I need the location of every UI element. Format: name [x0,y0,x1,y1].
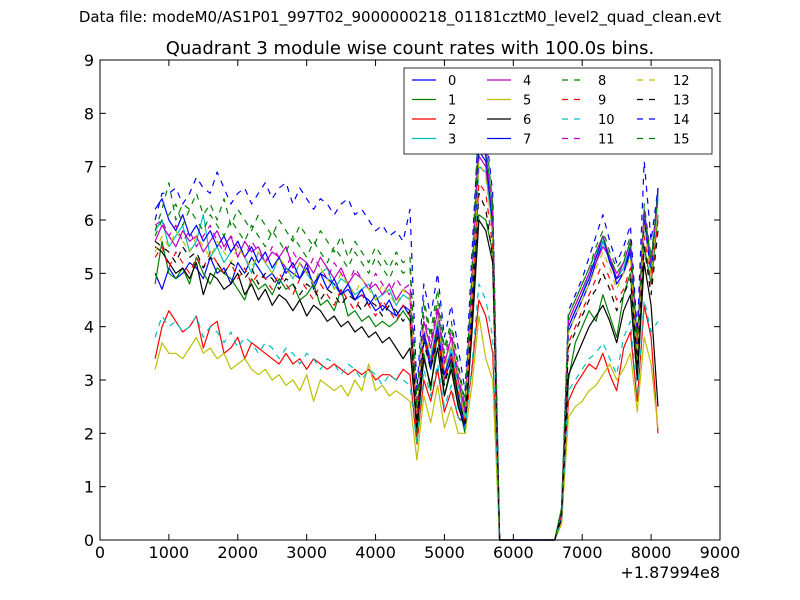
series-line-1 [154,214,659,541]
x-offset-label: +1.87994e8 [620,563,720,582]
legend-label-11: 11 [598,133,615,148]
legend-label-7: 7 [523,133,531,148]
series-layer [154,112,659,541]
y-tick-label-0: 0 [84,531,94,550]
x-tick-label-7: 7000 [562,543,603,562]
legend-label-4: 4 [523,74,531,89]
x-tick-label-0: 0 [95,543,105,562]
ticks-layer: 0 1000 2000 3000 4000 5000 6000 7000 8000 9000012… [84,51,741,562]
x-tick-label-1: 1000 [149,543,190,562]
x-tick-label-9: 9000 [700,543,741,562]
plot-frame [99,59,721,541]
series-line-12 [154,160,659,541]
series-line-14 [154,118,659,541]
legend-label-8: 8 [598,74,606,89]
x-tick-label-8: 8000 [631,543,672,562]
y-tick-label-8: 8 [84,104,94,123]
y-tick-label-2: 2 [84,424,94,443]
page-title: Data file: modeM0/AS1P01_997T02_90000002… [78,8,722,26]
legend-label-14: 14 [673,113,690,128]
x-tick-label-4: 4000 [355,543,396,562]
series-line-11 [154,134,659,541]
legend-label-5: 5 [523,94,531,109]
legend-label-0: 0 [448,74,456,89]
series-line-0 [154,150,659,541]
y-tick-label-4: 4 [84,318,94,337]
series-line-13 [154,192,659,541]
y-tick-label-1: 1 [84,478,94,497]
chart-title: Quadrant 3 module wise count rates with … [166,38,655,59]
series-line-15 [154,128,659,541]
legend-label-12: 12 [673,74,690,89]
x-tick-label-5: 5000 [424,543,465,562]
series-line-2 [154,299,659,541]
legend-label-3: 3 [448,133,456,148]
y-tick-label-6: 6 [84,211,94,230]
legend-label-9: 9 [598,94,606,109]
series-line-5 [154,315,659,541]
legend-box [403,67,713,155]
legend-label-1: 1 [448,94,456,109]
y-tick-label-7: 7 [84,158,94,177]
legend-label-13: 13 [673,94,690,109]
y-tick-label-9: 9 [84,51,94,70]
legend-label-2: 2 [448,113,456,128]
x-tick-label-2: 2000 [217,543,258,562]
series-line-6 [154,219,659,541]
series-line-7 [154,139,659,541]
legend-label-10: 10 [598,113,615,128]
series-line-8 [154,112,659,541]
x-tick-label-6: 6000 [493,543,534,562]
y-tick-label-5: 5 [84,264,94,283]
x-tick-label-3: 3000 [286,543,327,562]
series-line-4 [154,155,659,541]
legend-label-15: 15 [673,133,690,148]
series-line-10 [154,283,659,541]
legend-label-6: 6 [523,113,531,128]
y-tick-label-3: 3 [84,371,94,390]
series-line-9 [154,182,659,541]
